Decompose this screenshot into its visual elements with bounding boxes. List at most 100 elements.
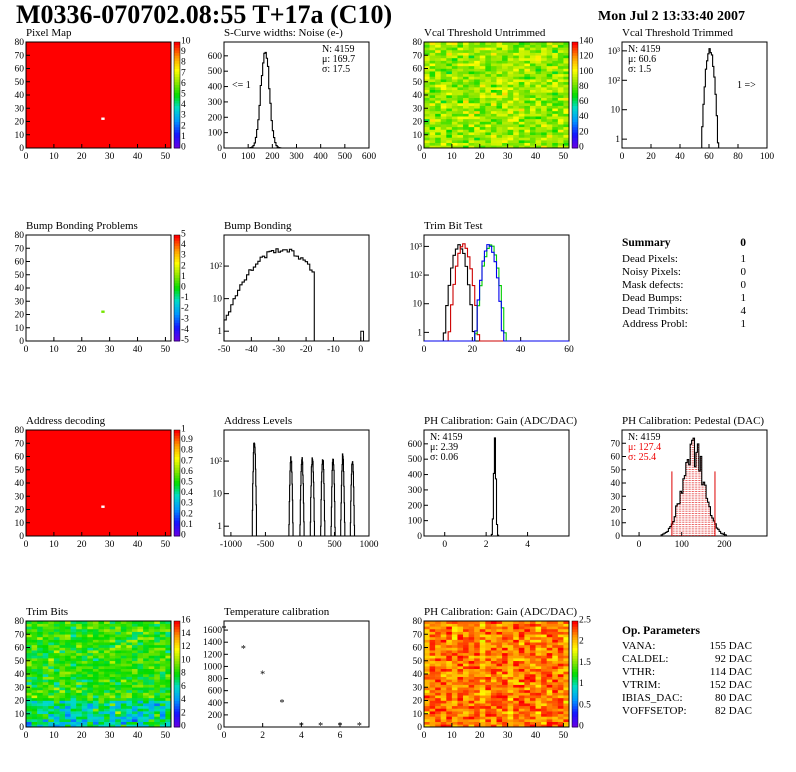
heatmap-cell — [435, 719, 442, 722]
heatmap-cell — [76, 719, 83, 722]
heatmap-cell — [496, 642, 503, 646]
heatmap-cell — [148, 658, 155, 662]
palette-label: 0 — [579, 143, 584, 153]
heatmap-cell — [440, 102, 447, 106]
heatmap-cell — [507, 639, 514, 643]
heatmap-cell — [48, 650, 55, 654]
heatmap-cell — [65, 666, 71, 669]
heatmap-cell — [429, 92, 436, 96]
heatmap-cell — [435, 44, 442, 48]
heatmap-cell — [485, 49, 492, 53]
heatmap-cell — [98, 703, 105, 707]
heatmap-cell — [42, 684, 49, 688]
heatmap-cell — [424, 81, 430, 85]
heatmap-cell — [507, 113, 514, 117]
heatmap-cell — [440, 84, 447, 88]
heatmap-cell — [81, 655, 88, 659]
heatmap-cell — [502, 700, 508, 704]
heatmap-cell — [115, 663, 122, 667]
heatmap-cell — [529, 124, 536, 128]
heatmap-cell — [552, 631, 559, 635]
heatmap-cell — [563, 695, 570, 699]
heatmap-cell — [98, 713, 105, 717]
heatmap-cell — [70, 663, 77, 667]
heatmap-cell — [513, 108, 520, 112]
y-tick-label: 0 — [19, 532, 24, 542]
heatmap-cell — [31, 644, 38, 648]
heatmap-cell — [131, 652, 138, 656]
heatmap-cell — [81, 639, 88, 643]
heatmap-cell — [429, 705, 436, 709]
heatmap-cell — [109, 719, 116, 722]
heatmap-cell — [524, 652, 531, 656]
heatmap-cell — [126, 663, 133, 667]
heatmap-cell — [552, 671, 559, 675]
heatmap-cell — [496, 79, 503, 83]
heatmap-cell — [557, 663, 564, 667]
heatmap-cell — [104, 621, 110, 624]
y-tick-label: 0 — [615, 532, 620, 542]
heatmap-cell — [37, 628, 44, 632]
heatmap-cell — [563, 674, 570, 677]
heatmap-cell — [429, 687, 436, 691]
palette-frame — [173, 234, 181, 342]
heatmap-cell — [535, 719, 542, 722]
palette-segment — [174, 430, 180, 434]
heatmap-cell — [126, 668, 133, 672]
heatmap-cell — [518, 89, 525, 93]
heatmap-cell — [552, 137, 559, 141]
heatmap-cell — [70, 650, 77, 654]
stat-n: N: 4159 — [430, 432, 463, 443]
heatmap-cell — [529, 681, 536, 685]
heatmap-cell — [496, 140, 503, 143]
heatmap-cell — [468, 721, 475, 725]
heatmap-cell — [468, 73, 475, 77]
heatmap-cell — [546, 684, 553, 688]
heatmap-cell — [490, 95, 497, 98]
heatmap-cell — [26, 655, 32, 659]
y-tick-label: 0 — [19, 723, 24, 733]
heatmap-cell — [148, 631, 155, 635]
heatmap-cell — [435, 639, 442, 643]
heatmap-cell — [81, 697, 88, 701]
heatmap-cell — [457, 724, 464, 728]
heatmap-cell — [143, 663, 149, 667]
heatmap-cell — [479, 76, 486, 80]
heatmap-cell — [137, 689, 144, 693]
heatmap-cell — [457, 137, 464, 141]
heatmap-cell — [148, 660, 155, 664]
x-tick-label: 200 — [265, 152, 280, 162]
palette-label: 0.8 — [181, 446, 193, 456]
heatmap-cell — [154, 703, 161, 707]
heatmap-cell — [154, 626, 161, 630]
heatmap-cell — [451, 695, 458, 699]
heatmap-cell — [552, 73, 559, 77]
heatmap-cell — [524, 140, 531, 143]
heatmap-cell — [502, 49, 508, 53]
heatmap-cell — [463, 57, 469, 61]
palette-segment — [572, 71, 578, 75]
heatmap-cell — [126, 705, 133, 709]
heatmap-cell — [518, 631, 525, 635]
heatmap-cell — [435, 55, 442, 59]
heatmap-cell — [424, 73, 430, 77]
heatmap-cell — [48, 684, 55, 688]
heatmap-cell — [541, 639, 547, 643]
palette-segment — [174, 126, 180, 130]
heatmap-cell — [53, 713, 60, 717]
heatmap-cell — [457, 663, 464, 667]
heatmap-cell — [435, 695, 442, 699]
heatmap-cell — [429, 105, 436, 109]
heatmap-cell — [463, 721, 469, 725]
heatmap-cell — [468, 705, 475, 709]
heatmap-cell — [485, 623, 492, 627]
heatmap-cell — [496, 713, 503, 717]
heatmap-cell — [159, 695, 166, 699]
heatmap-cell — [535, 679, 542, 683]
heatmap-cell — [457, 65, 464, 69]
heatmap-cell — [143, 681, 149, 685]
heatmap-cell — [513, 671, 520, 675]
heatmap-cell — [70, 644, 77, 648]
heatmap-cell — [490, 140, 497, 143]
heatmap-cell — [502, 92, 508, 96]
